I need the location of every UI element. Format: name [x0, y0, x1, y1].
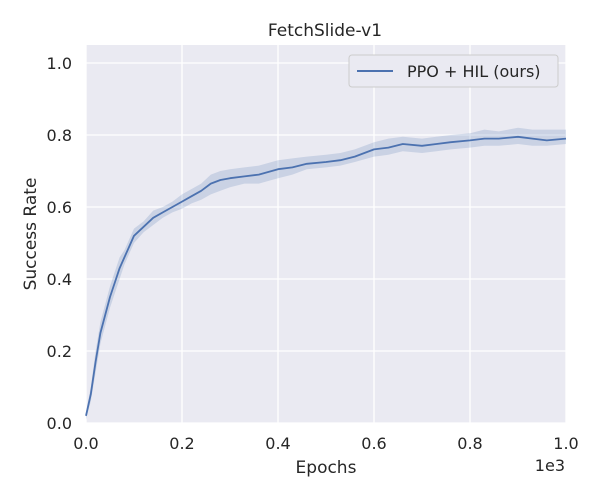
y-axis-label: Success Rate [21, 178, 41, 291]
legend: PPO + HIL (ours) [348, 54, 559, 88]
y-tick-label: 0.8 [47, 126, 72, 145]
y-tick-label: 0.6 [47, 198, 72, 217]
legend-label: PPO + HIL (ours) [407, 62, 541, 81]
y-tick-labels: 0.0 0.2 0.4 0.6 0.8 1.0 [47, 54, 72, 433]
legend-box [348, 54, 559, 88]
y-tick-label: 0.4 [47, 270, 72, 289]
x-tick-label: 0.6 [361, 434, 386, 453]
series-line [85, 135, 567, 416]
x-tick-label: 0.8 [457, 434, 482, 453]
y-tick-label: 0.2 [47, 342, 72, 361]
x-axis-offset-text: 1e3 [535, 456, 565, 475]
x-tick-label: 0.4 [265, 434, 290, 453]
y-tick-label: 1.0 [47, 54, 72, 73]
x-tick-label: 0.2 [169, 434, 194, 453]
chart-title: FetchSlide-v1 [268, 21, 382, 41]
x-tick-labels: 0.0 0.2 0.4 0.6 0.8 1.0 [73, 434, 578, 453]
series-line-layer [85, 135, 567, 416]
y-tick-label: 0.0 [47, 414, 72, 433]
plot-area [86, 45, 566, 423]
x-tick-label: 0.0 [73, 434, 98, 453]
x-axis-label: Epochs [296, 458, 357, 478]
x-tick-label: 1.0 [553, 434, 578, 453]
grid [85, 45, 567, 424]
